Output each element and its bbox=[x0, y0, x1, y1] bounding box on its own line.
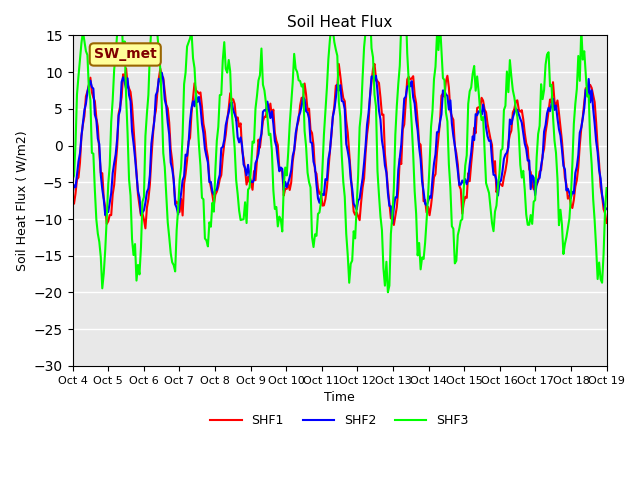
SHF2 bbox=[388, 220, 396, 226]
SHF3 bbox=[228, 108, 236, 114]
SHF2 bbox=[256, 137, 264, 143]
SHF2 bbox=[134, 188, 142, 194]
Line: SHF1: SHF1 bbox=[72, 64, 607, 228]
Line: SHF2: SHF2 bbox=[72, 72, 607, 223]
SHF2 bbox=[576, 130, 584, 135]
SHF3 bbox=[255, 78, 262, 84]
X-axis label: Time: Time bbox=[324, 391, 355, 404]
Title: Soil Heat Flux: Soil Heat Flux bbox=[287, 15, 392, 30]
SHF1 bbox=[229, 96, 237, 102]
Text: SW_met: SW_met bbox=[94, 48, 157, 61]
SHF3 bbox=[576, 78, 584, 84]
SHF1 bbox=[304, 108, 312, 113]
Y-axis label: Soil Heat Flux ( W/m2): Soil Heat Flux ( W/m2) bbox=[15, 131, 28, 271]
SHF3 bbox=[246, 185, 253, 191]
SHF1 bbox=[247, 180, 255, 185]
SHF3 bbox=[384, 289, 392, 295]
SHF1 bbox=[371, 61, 378, 67]
SHF2 bbox=[158, 70, 166, 75]
SHF3 bbox=[402, 3, 410, 9]
SHF3 bbox=[134, 262, 142, 268]
SHF3 bbox=[68, 177, 76, 182]
SHF2 bbox=[603, 206, 611, 212]
SHF2 bbox=[68, 191, 76, 197]
SHF3 bbox=[603, 185, 611, 191]
Legend: SHF1, SHF2, SHF3: SHF1, SHF2, SHF3 bbox=[205, 409, 474, 432]
SHF1 bbox=[576, 142, 584, 148]
SHF2 bbox=[247, 179, 255, 184]
SHF2 bbox=[304, 110, 312, 116]
SHF3 bbox=[302, 143, 310, 149]
SHF1 bbox=[603, 220, 611, 226]
Line: SHF3: SHF3 bbox=[72, 6, 607, 292]
SHF2 bbox=[229, 107, 237, 113]
SHF1 bbox=[68, 199, 76, 204]
SHF1 bbox=[141, 226, 149, 231]
SHF1 bbox=[256, 144, 264, 150]
SHF1 bbox=[134, 192, 142, 197]
